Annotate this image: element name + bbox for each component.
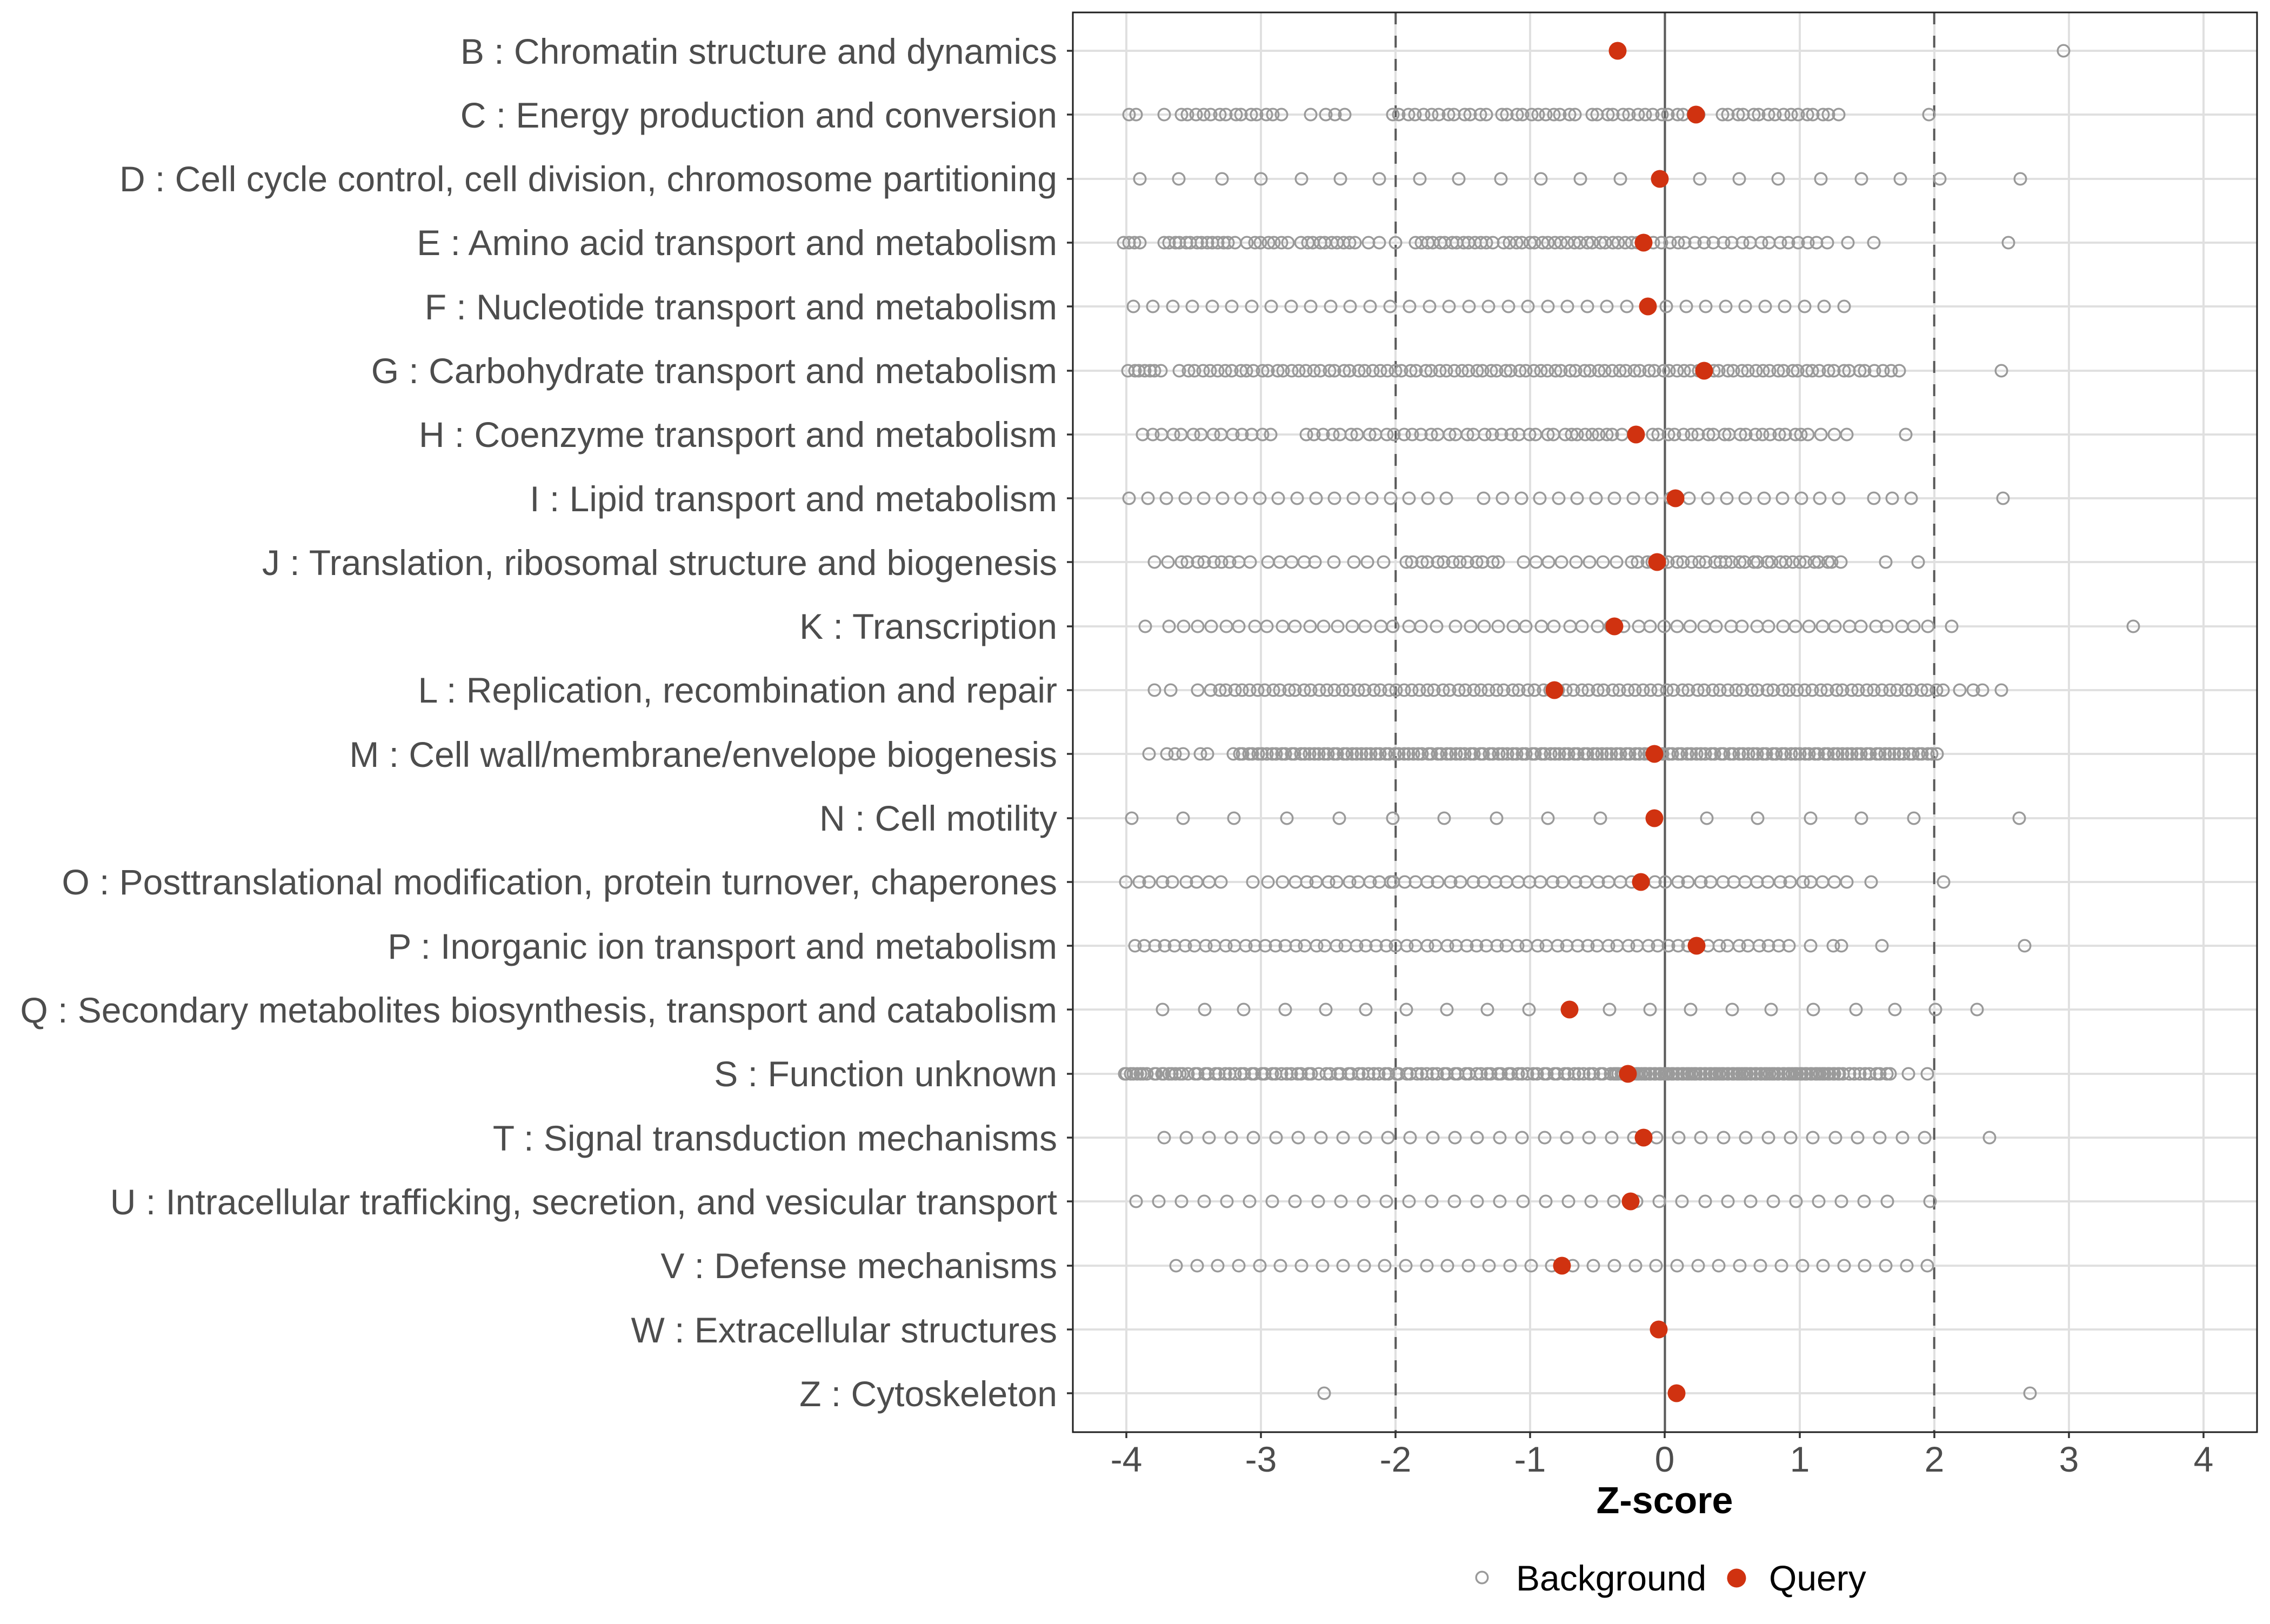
- svg-text:P : Inorganic ion transport an: P : Inorganic ion transport and metaboli…: [388, 926, 1057, 966]
- svg-text:H : Coenzyme transport and met: H : Coenzyme transport and metabolism: [419, 415, 1057, 455]
- svg-text:M : Cell wall/membrane/envelop: M : Cell wall/membrane/envelope biogenes…: [349, 734, 1057, 774]
- svg-text:V : Defense mechanisms: V : Defense mechanisms: [660, 1246, 1057, 1286]
- svg-text:C : Energy production and conv: C : Energy production and conversion: [460, 95, 1057, 135]
- svg-text:D : Cell cycle control, cell d: D : Cell cycle control, cell division, c…: [119, 159, 1057, 199]
- svg-text:Q : Secondary metabolites bios: Q : Secondary metabolites biosynthesis, …: [20, 990, 1057, 1030]
- svg-text:U : Intracellular trafficking,: U : Intracellular trafficking, secretion…: [110, 1182, 1057, 1222]
- svg-text:Z-score: Z-score: [1597, 1479, 1733, 1521]
- svg-text:F : Nucleotide transport and m: F : Nucleotide transport and metabolism: [425, 287, 1057, 327]
- svg-text:E : Amino acid transport and m: E : Amino acid transport and metabolism: [417, 223, 1057, 263]
- svg-text:O : Posttranslational modifica: O : Posttranslational modification, prot…: [62, 862, 1057, 902]
- svg-text:2: 2: [1925, 1439, 1945, 1479]
- svg-text:-1: -1: [1514, 1439, 1546, 1479]
- svg-text:1: 1: [1790, 1439, 1810, 1479]
- svg-text:4: 4: [2194, 1439, 2214, 1479]
- svg-text:N : Cell motility: N : Cell motility: [819, 798, 1057, 838]
- svg-text:Query: Query: [1769, 1558, 1866, 1598]
- svg-text:G : Carbohydrate transport and: G : Carbohydrate transport and metabolis…: [371, 351, 1057, 391]
- svg-text:-3: -3: [1245, 1439, 1277, 1479]
- svg-text:W : Extracellular structures: W : Extracellular structures: [631, 1310, 1057, 1350]
- svg-text:J : Translation, ribosomal str: J : Translation, ribosomal structure and…: [262, 543, 1057, 583]
- svg-text:3: 3: [2059, 1439, 2079, 1479]
- svg-text:K : Transcription: K : Transcription: [799, 606, 1057, 646]
- svg-text:-2: -2: [1380, 1439, 1412, 1479]
- svg-text:T : Signal transduction mechan: T : Signal transduction mechanisms: [493, 1118, 1057, 1158]
- svg-text:B : Chromatin structure and dy: B : Chromatin structure and dynamics: [460, 31, 1057, 71]
- svg-text:I : Lipid transport and metabo: I : Lipid transport and metabolism: [530, 479, 1057, 519]
- svg-text:-4: -4: [1111, 1439, 1143, 1479]
- svg-text:Z : Cytoskeleton: Z : Cytoskeleton: [799, 1374, 1057, 1414]
- svg-text:0: 0: [1655, 1439, 1675, 1479]
- svg-text:L : Replication, recombination: L : Replication, recombination and repai…: [418, 670, 1057, 710]
- svg-text:Background: Background: [1516, 1558, 1706, 1598]
- svg-text:S : Function unknown: S : Function unknown: [714, 1054, 1057, 1094]
